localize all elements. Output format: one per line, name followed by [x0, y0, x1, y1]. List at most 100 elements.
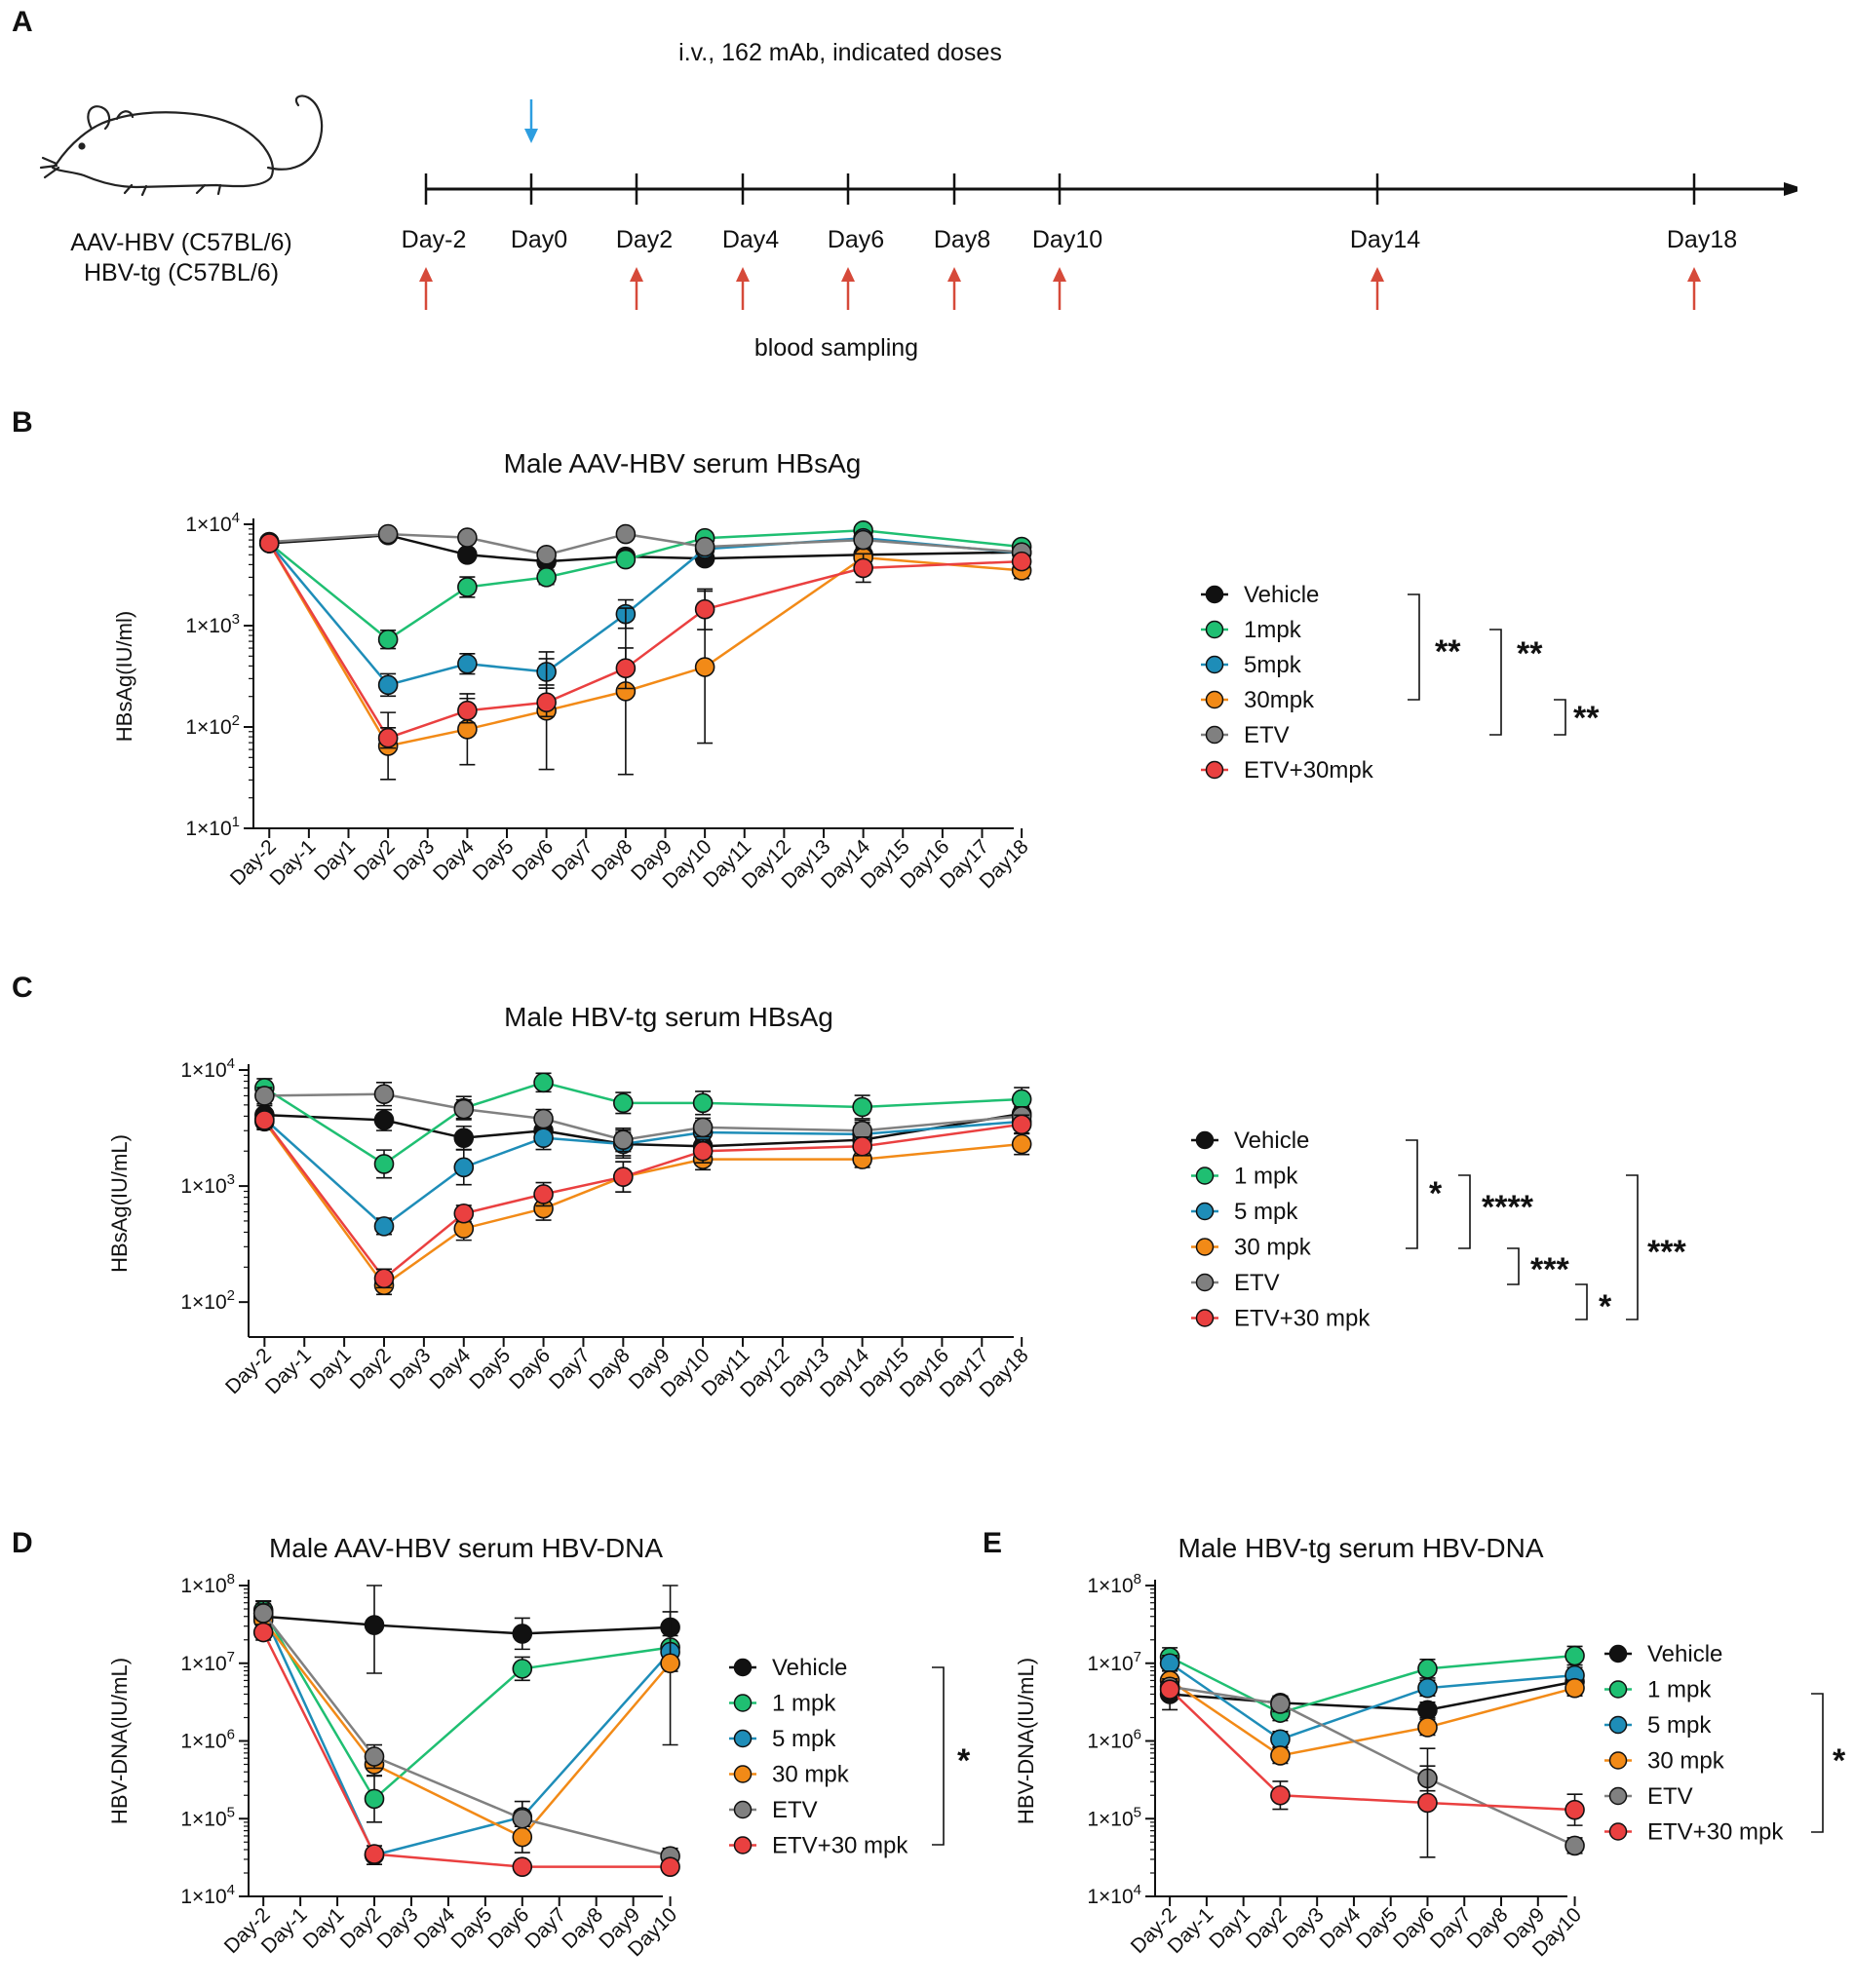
x-tick-label-day1: Day1: [299, 1903, 349, 1953]
legend-label-5mpk: 5mpk: [1244, 652, 1302, 678]
y-tick-exponent: 4: [1134, 1882, 1141, 1898]
data-point-day2: [373, 1216, 395, 1237]
data-point-day14: [852, 1136, 872, 1157]
legend-label-etv-30-mpk: ETV+30 mpk: [772, 1833, 908, 1859]
x-tick-label-day4: Day4: [429, 835, 479, 885]
data-point-day10: [692, 1117, 714, 1138]
series-line: [1169, 1654, 1575, 1714]
legend-marker: [1195, 1309, 1215, 1327]
data-point-day10: [1564, 1645, 1585, 1666]
chart-title: Male HBV-tg serum HBV-DNA: [1178, 1533, 1544, 1563]
legend-label-vehicle: Vehicle: [772, 1655, 847, 1681]
panel-letter-b: B: [12, 406, 33, 439]
data-point-day2: [364, 1844, 385, 1864]
legend-label-30-mpk: 30 mpk: [1234, 1235, 1312, 1261]
legend-marker: [1205, 690, 1224, 709]
legend: Vehicle 1mpk 5mpk 30mpk ETV ETV+30mpk: [1201, 582, 1374, 784]
significance-label: *: [957, 1742, 971, 1779]
chart-title: Male HBV-tg serum HBsAg: [504, 1002, 833, 1032]
series-line: [263, 1615, 671, 1635]
series-vehicle: [252, 1585, 680, 1674]
legend-label-vehicle: Vehicle: [1234, 1128, 1309, 1154]
data-point-day2: [377, 523, 399, 545]
panel-d: D Male AAV-HBV serum HBV-DNA 1×104 1×105 1×1…: [12, 1527, 971, 1961]
data-point-day8: [615, 658, 637, 679]
y-tick-exponent: 3: [227, 1171, 235, 1188]
legend-marker: [1205, 585, 1224, 604]
panel-b: B Male AAV-HBV serum HBsAg 1×101 1×102 1×103…: [12, 406, 1600, 893]
y-tick-label: 1×103: [180, 1171, 235, 1198]
y-tick-label: 1×108: [180, 1571, 235, 1597]
data-point-day6: [512, 1856, 533, 1877]
legend-marker: [1195, 1273, 1215, 1292]
sampling-arrow-icon: [1687, 267, 1701, 282]
y-tick-label: 1×101: [185, 814, 240, 840]
series-line: [263, 1121, 1023, 1287]
y-tick-exponent: 8: [1134, 1571, 1141, 1587]
series-1-mpk: [1159, 1645, 1585, 1723]
data-point-day2: [1270, 1784, 1291, 1806]
data-point-day8: [613, 1092, 634, 1114]
data-point-day14: [852, 1096, 872, 1118]
x-tick-label-day8: Day8: [1463, 1903, 1513, 1953]
timeline-day-day2: Day2: [616, 226, 673, 253]
legend-marker: [1608, 1715, 1628, 1735]
x-tick-label-day3: Day3: [389, 835, 439, 885]
series-etv-30mpk: [258, 533, 1032, 749]
series-line: [268, 529, 1023, 641]
data-point-day2: [373, 1268, 395, 1289]
data-point-day4: [457, 527, 478, 548]
y-tick-exponent: 7: [227, 1649, 235, 1665]
significance-label: *: [1429, 1175, 1443, 1212]
data-point-day6: [512, 1826, 533, 1848]
series-line: [1169, 1685, 1576, 1848]
data-point-day6: [533, 1184, 554, 1204]
sampling-arrow-icon: [630, 267, 643, 282]
data-point-day4: [457, 700, 478, 721]
data-point-day-2: [258, 533, 280, 554]
data-point-day2: [373, 1154, 395, 1174]
dose-arrow-icon: [524, 129, 538, 143]
y-tick-exponent: 4: [227, 1055, 235, 1072]
data-point-day6: [533, 1072, 554, 1093]
blood-sampling-label: blood sampling: [754, 334, 918, 362]
sampling-arrow-icon: [419, 267, 433, 282]
legend-marker: [1205, 655, 1224, 674]
data-point-day18: [1011, 551, 1032, 572]
legend-label-etv: ETV: [1244, 722, 1290, 748]
legend-label-30mpk: 30mpk: [1244, 687, 1315, 713]
legend-label-etv: ETV: [1234, 1270, 1280, 1296]
significance-label: **: [1573, 700, 1600, 737]
data-point-day8: [613, 1129, 634, 1150]
series-5-mpk: [252, 1603, 680, 1865]
legend-marker: [1195, 1130, 1215, 1150]
significance-bracket: [1811, 1693, 1824, 1833]
legend-marker: [1608, 1822, 1628, 1841]
legend-marker: [1195, 1202, 1215, 1221]
data-point-day6: [512, 1659, 533, 1679]
data-point-day4: [453, 1203, 475, 1224]
significance-label: *: [1599, 1288, 1612, 1325]
legend-marker: [733, 1658, 753, 1677]
y-tick-label: 1×108: [1087, 1571, 1141, 1597]
series-line: [263, 1081, 1023, 1166]
series-etv: [254, 1082, 1032, 1153]
x-tick-label-day1: Day1: [306, 1344, 356, 1394]
y-tick-label: 1×102: [180, 1287, 235, 1314]
x-tick-label-day2: Day2: [350, 835, 400, 885]
data-point-day10: [1564, 1677, 1585, 1699]
panel-letter-c: C: [12, 972, 33, 1004]
data-point-day10: [694, 598, 715, 620]
significance-label: ****: [1482, 1189, 1534, 1226]
x-tick-label-day5: Day5: [1352, 1903, 1402, 1953]
legend-marker: [733, 1836, 753, 1854]
significance-bracket: [1626, 1174, 1639, 1320]
x-tick-label-day8: Day8: [558, 1903, 607, 1953]
panel-e: E Male HBV-tg serum HBV-DNA 1×104 1×105 1×10…: [983, 1527, 1846, 1961]
sampling-arrow-icon: [947, 267, 961, 282]
series-30mpk: [258, 533, 1032, 781]
data-point-day4: [453, 1157, 475, 1178]
legend-marker: [733, 1765, 753, 1783]
legend-label-1-mpk: 1 mpk: [1234, 1164, 1298, 1190]
